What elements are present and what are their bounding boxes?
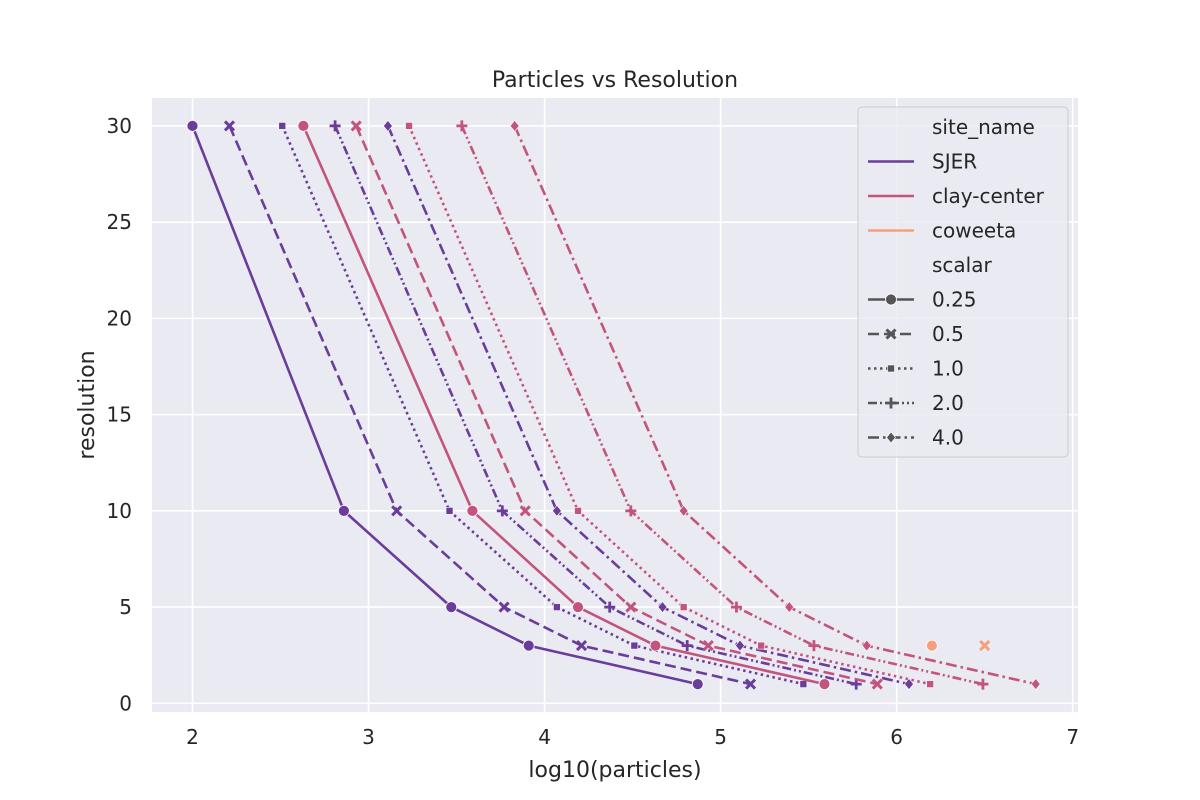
- data-point: [350, 120, 362, 132]
- y-tick-label: 15: [107, 403, 132, 427]
- data-point: [604, 601, 616, 613]
- legend: site_name SJER clay-center coweeta scalar 0.2…: [857, 106, 1069, 458]
- series-clay-center-0.5: [350, 120, 883, 690]
- data-point: [445, 601, 458, 614]
- legend-label-2.0: 2.0: [932, 391, 964, 415]
- data-point: [456, 120, 468, 132]
- x-tick-label: 6: [890, 725, 903, 749]
- y-tick-label: 5: [119, 595, 132, 619]
- series-SJER-2.0: [329, 120, 862, 690]
- series-coweeta-0.5: [979, 640, 991, 652]
- legend-label-SJER: SJER: [932, 150, 977, 174]
- data-point: [522, 639, 535, 652]
- y-tick-label: 10: [107, 499, 132, 523]
- data-point: [818, 678, 831, 690]
- series-SJER-4.0: [383, 119, 914, 691]
- x-tick-label: 4: [538, 725, 551, 749]
- data-point: [702, 640, 714, 652]
- legend-label-1.0: 1.0: [932, 357, 964, 381]
- data-point: [657, 601, 668, 614]
- data-point: [784, 601, 795, 614]
- x-axis-label: log10(particles): [528, 758, 701, 783]
- data-point: [861, 639, 872, 652]
- data-point: [679, 603, 688, 611]
- data-point: [405, 122, 413, 130]
- data-point: [799, 680, 808, 688]
- legend-label-0.25: 0.25: [932, 288, 977, 312]
- data-point: [223, 120, 236, 132]
- data-point: [757, 641, 765, 650]
- data-point: [186, 120, 199, 132]
- chart-title: Particles vs Resolution: [492, 68, 738, 93]
- legend-label-clay-center: clay-center: [932, 184, 1045, 208]
- data-point: [337, 504, 350, 517]
- data-point: [904, 678, 914, 691]
- data-point: [649, 639, 662, 652]
- y-tick-label: 25: [107, 210, 132, 234]
- data-point: [681, 640, 693, 652]
- x-tick-label: 5: [714, 725, 727, 749]
- data-point: [625, 601, 637, 613]
- y-axis-label: resolution: [75, 350, 100, 459]
- data-point: [383, 119, 393, 132]
- data-point: [509, 119, 520, 132]
- data-point: [678, 504, 689, 517]
- data-point: [297, 120, 310, 132]
- legend-marker: [885, 293, 897, 306]
- series-SJER-0.5: [223, 120, 757, 690]
- x-tick-label: 3: [362, 725, 375, 749]
- legend-style-title: scalar: [932, 253, 992, 277]
- data-point: [926, 680, 934, 688]
- data-point: [871, 678, 883, 690]
- data-point: [574, 507, 582, 515]
- data-point: [630, 641, 639, 650]
- series-SJER-0.25: [186, 120, 704, 690]
- data-point: [691, 678, 704, 690]
- data-point: [498, 601, 510, 613]
- x-tick-label: 2: [186, 725, 199, 749]
- legend-marker: [887, 364, 895, 373]
- y-tick-label: 20: [107, 306, 132, 330]
- data-point: [466, 504, 479, 517]
- data-point: [625, 505, 637, 517]
- data-point: [925, 639, 938, 652]
- data-point: [552, 504, 562, 517]
- legend-label-4.0: 4.0: [932, 426, 964, 450]
- legend-label-coweeta: coweeta: [932, 219, 1016, 243]
- series-clay-center-1.0: [405, 122, 934, 688]
- data-point: [1030, 678, 1041, 691]
- legend-marker: [886, 431, 896, 444]
- data-point: [329, 120, 341, 132]
- legend-marker: [885, 397, 897, 409]
- y-tick-label: 30: [107, 114, 132, 138]
- series-line: [281, 125, 804, 686]
- series-clay-center-2.0: [456, 120, 989, 690]
- data-point: [735, 639, 745, 652]
- data-point: [730, 601, 742, 613]
- data-point: [553, 603, 561, 611]
- data-point: [445, 507, 454, 515]
- tick-labels: 2 3 4 5 6 7 0 5 10 15 20 25 30: [107, 114, 1080, 749]
- data-point: [278, 122, 287, 130]
- legend-hue-title: site_name: [932, 115, 1035, 139]
- legend-marker: [885, 328, 897, 340]
- data-point: [496, 505, 508, 517]
- series-coweeta-0.25: [925, 639, 938, 652]
- data-point: [519, 505, 531, 517]
- data-point: [744, 678, 757, 690]
- data-point: [575, 640, 588, 652]
- data-point: [391, 505, 403, 517]
- data-point: [572, 601, 584, 614]
- x-tick-label: 7: [1066, 725, 1079, 749]
- series: [186, 119, 1041, 691]
- series-clay-center-0.25: [297, 120, 831, 690]
- y-tick-label: 0: [119, 691, 132, 715]
- data-point: [979, 640, 991, 652]
- data-point: [808, 640, 820, 652]
- legend-label-0.5: 0.5: [932, 322, 964, 346]
- data-point: [977, 678, 989, 690]
- series-clay-center-4.0: [509, 119, 1041, 691]
- series-SJER-1.0: [278, 122, 808, 688]
